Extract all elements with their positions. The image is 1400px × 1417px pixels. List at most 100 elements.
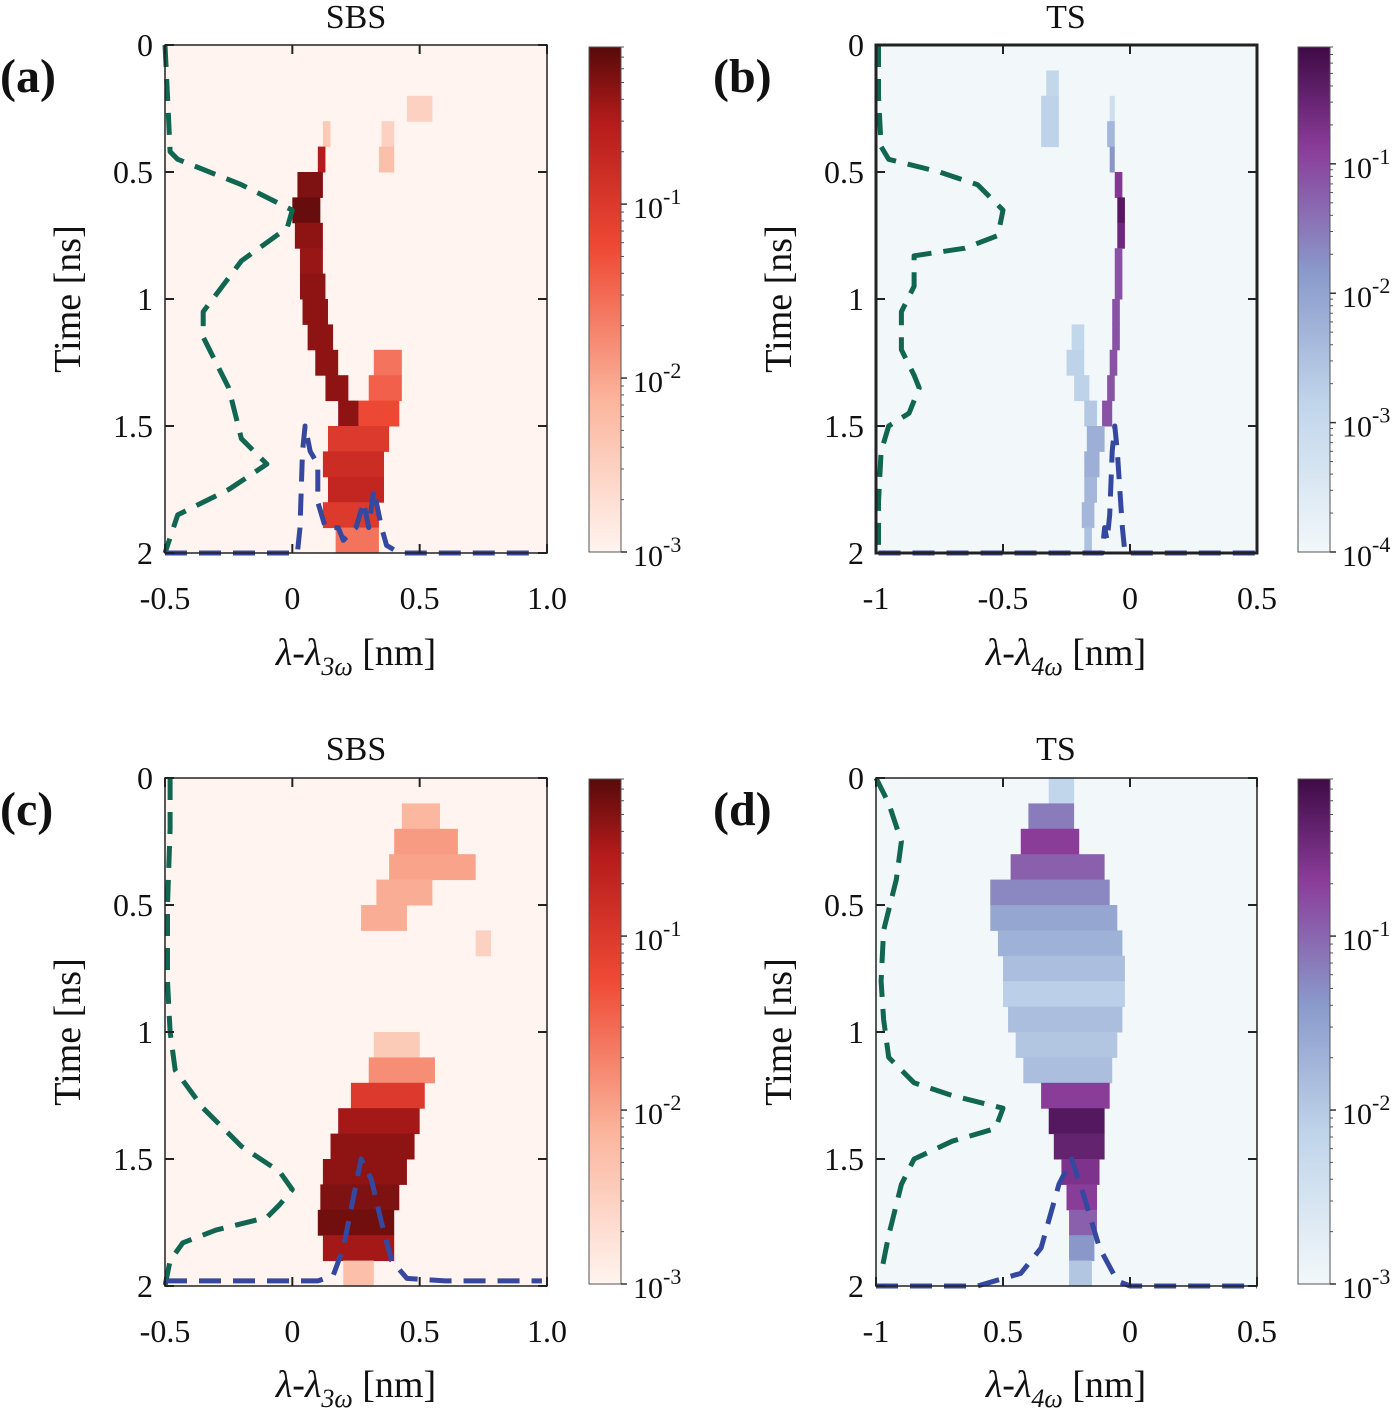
heatmap-cell [401, 803, 441, 830]
x-tick-label: 0.5 [1237, 580, 1277, 616]
colorbar-ticks: 10-3 10-2 10-1 [621, 778, 681, 1305]
y-tick-label: 0 [848, 760, 864, 796]
heatmap-cell [1114, 248, 1123, 275]
panel-title: TS [1046, 0, 1086, 36]
heatmap-cell [1066, 1184, 1097, 1211]
heatmap-cell [297, 172, 323, 198]
heatmap-cell [1066, 349, 1085, 376]
heatmap-cell [1061, 1159, 1100, 1185]
blue-dashed-profile [165, 1156, 542, 1284]
colorbar-tick-label: 10-2 [1342, 1090, 1390, 1131]
heatmap-cell [307, 324, 334, 351]
panel-label: (a) [0, 50, 56, 103]
heatmap-cell [373, 1032, 420, 1058]
heatmap-cell [1015, 1032, 1118, 1058]
heatmap-cell [1048, 1108, 1105, 1135]
panel-title: SBS [326, 0, 387, 36]
x-tick-label: -1 [863, 580, 890, 616]
colorbar-tick-label: 10-1 [633, 916, 681, 957]
heatmap-cell [1117, 197, 1125, 224]
x-axis-label: λ-λ3ω [nm] [275, 632, 436, 681]
heatmap-cell [1041, 1082, 1110, 1109]
y-tick-label: 0.5 [824, 154, 864, 190]
heatmap-cell [322, 1235, 395, 1262]
y-tick-label: 2 [137, 1268, 153, 1304]
profile-lines [162, 778, 542, 1287]
colorbar-ticks: 10-4 10-3 10-2 10-1 [1330, 46, 1390, 573]
heatmap-cell [1020, 828, 1080, 855]
heatmap-cell [1102, 400, 1113, 427]
x-tick-label: -0.5 [140, 580, 191, 616]
colorbar [588, 46, 622, 553]
heatmap-cells [317, 803, 491, 1287]
y-tick-label: 0 [137, 760, 153, 796]
heatmap-cells [292, 95, 433, 554]
heatmap-cell [1003, 955, 1125, 982]
heatmap-cell [338, 400, 359, 427]
heatmap-cell [350, 1082, 425, 1109]
heatmap-cell [1112, 324, 1120, 351]
y-tick-label: 0 [137, 27, 153, 63]
heatmap-cell [1114, 172, 1123, 198]
panel-d: (d) TS -1 0.5 0 0.5 0 0.5 1 1.5 2 λ-λ4ω [nm] Tim… [713, 731, 1390, 1413]
colorbar-ticks: 10-3 10-2 10-1 [1330, 778, 1390, 1305]
colorbar-tick-label: 10-2 [1342, 273, 1390, 314]
heatmap-cell [330, 1133, 415, 1160]
colorbar-tick-label: 10-3 [633, 532, 681, 573]
heatmap-cell [315, 349, 339, 376]
colorbar [588, 778, 622, 1285]
colorbar-ticks: 10-3 10-2 10-1 [621, 46, 681, 573]
heatmap-cell [1028, 803, 1075, 830]
panel-label: (c) [0, 783, 53, 836]
heatmap-cell [1081, 502, 1095, 529]
heatmap-cell [368, 375, 402, 402]
y-tick-label: 1.5 [824, 1141, 864, 1177]
blue-dashed-profile [165, 423, 535, 556]
x-tick-label: -1 [863, 1313, 890, 1349]
heatmap-cell [1053, 1133, 1105, 1160]
heatmap-cell [299, 248, 323, 275]
heatmap-cell [292, 197, 321, 224]
y-tick-label: 1.5 [113, 1141, 153, 1177]
heatmap-cell [1109, 146, 1115, 173]
x-tick-label: 0 [284, 580, 300, 616]
y-tick-label: 1 [848, 1014, 864, 1050]
panel-title: SBS [326, 731, 387, 768]
y-axis-label: Time [ns] [47, 958, 89, 1105]
panel-c: (c) SBS -0.5 0 0.5 1.000.511.52 λ-λ3ω [nm] … [0, 731, 681, 1413]
colorbar-tick-label: 10-2 [633, 1090, 681, 1131]
heatmap-cell [1008, 1006, 1123, 1033]
heatmap-cell [1010, 854, 1105, 881]
x-tick-label: 1.0 [527, 1313, 567, 1349]
heatmap-cell [1109, 95, 1115, 122]
colorbar-tick-label: 10-2 [633, 358, 681, 399]
heatmap-cell [1084, 400, 1097, 427]
profile-lines [876, 45, 1257, 556]
heatmap-cell [406, 95, 433, 122]
heatmap-cell [1114, 273, 1123, 300]
y-tick-label: 2 [848, 535, 864, 571]
heatmap-cell [381, 121, 395, 148]
heatmap-cell [1046, 70, 1059, 97]
y-tick-label: 1.5 [824, 408, 864, 444]
axis-ticks: -1 -0.5 0 0.5 0 0.5 1 1.5 2 [824, 27, 1277, 616]
heatmap-cell [299, 273, 326, 300]
blue-dashed-profile [876, 1156, 1257, 1289]
heatmap-cell [358, 400, 400, 427]
y-axis-label: Time [ns] [758, 225, 800, 372]
heatmap-cell [475, 930, 491, 957]
heatmap-cell [322, 1159, 407, 1185]
heatmap-cell [1084, 527, 1092, 554]
panel-label: (b) [713, 50, 772, 103]
panel-title: TS [1036, 731, 1076, 768]
axis-ticks: -1 0.5 0 0.5 0 0.5 1 1.5 2 [824, 760, 1277, 1349]
heatmap-cell [1071, 324, 1085, 351]
green-dashed-profile [162, 44, 295, 554]
heatmap-cell [378, 146, 395, 173]
heatmap-cell [1041, 121, 1059, 148]
colorbar [1297, 46, 1331, 553]
x-tick-label: -0.5 [978, 580, 1029, 616]
x-tick-label: 1.0 [527, 580, 567, 616]
heatmap-cells [1041, 70, 1125, 554]
